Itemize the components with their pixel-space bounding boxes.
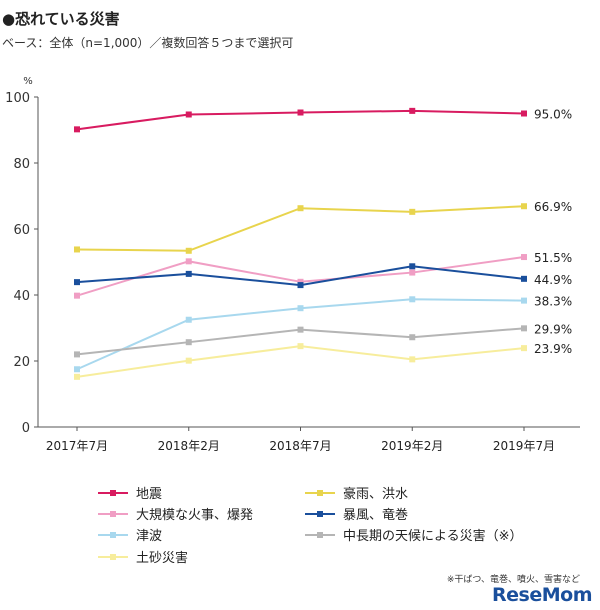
- data-point: [409, 334, 416, 341]
- data-point: [297, 282, 304, 289]
- end-value-label: 95.0%: [534, 108, 572, 122]
- legend-swatch-marker: [110, 490, 116, 496]
- data-point: [521, 203, 527, 210]
- legend-swatch-marker: [110, 511, 116, 517]
- data-point: [185, 357, 192, 364]
- data-point: [409, 356, 416, 363]
- y-unit-label: %: [23, 76, 33, 87]
- data-point: [297, 305, 304, 312]
- end-value-label: 51.5%: [534, 251, 572, 265]
- data-point: [185, 111, 192, 118]
- data-point: [74, 366, 80, 373]
- data-point: [521, 325, 527, 332]
- x-tick-label: 2019年7月: [493, 439, 555, 453]
- data-point: [185, 339, 192, 346]
- legend-swatch-marker: [317, 490, 323, 496]
- legend-label: 津波: [136, 529, 162, 544]
- data-point: [521, 275, 527, 282]
- end-value-label: 29.9%: [534, 322, 572, 336]
- data-point: [185, 270, 192, 277]
- legend-label: 暴風、竜巻: [343, 508, 408, 523]
- data-point: [74, 292, 80, 299]
- end-value-label: 66.9%: [534, 200, 572, 214]
- data-point: [297, 326, 304, 333]
- y-tick-label: 60: [13, 223, 30, 238]
- x-tick-label: 2018年7月: [269, 439, 331, 453]
- series-line-2: [76, 205, 525, 252]
- y-tick-label: 100: [5, 91, 30, 106]
- chart-title: ●恐れている災害: [2, 10, 120, 28]
- data-point: [521, 345, 527, 352]
- data-point: [409, 107, 416, 114]
- legend-label: 大規模な火事、爆発: [136, 508, 253, 523]
- data-point: [521, 297, 527, 304]
- end-value-label: 38.3%: [534, 295, 572, 309]
- data-point: [409, 263, 416, 270]
- legend-label: 土砂災害: [136, 550, 188, 566]
- data-point: [409, 296, 416, 303]
- data-point: [185, 258, 192, 265]
- legend-label: 地震: [136, 487, 162, 502]
- legend-swatch-marker: [317, 532, 323, 538]
- legend-label: 豪雨、洪水: [343, 486, 408, 502]
- x-tick-label: 2018年2月: [158, 439, 220, 453]
- data-point: [74, 246, 80, 253]
- legend-swatch-marker: [317, 511, 323, 517]
- y-tick-label: 80: [13, 157, 30, 172]
- data-point: [74, 351, 80, 358]
- resemom-logo: ReseMom: [492, 584, 592, 606]
- data-point: [74, 279, 80, 286]
- data-point: [297, 343, 304, 350]
- data-point: [185, 316, 192, 323]
- end-value-label: 23.9%: [534, 342, 572, 356]
- data-point: [521, 110, 527, 117]
- data-point: [521, 254, 527, 261]
- data-point: [409, 269, 416, 276]
- base-note: ベース：全体（n=1,000）／複数回答５つまで選択可: [2, 36, 294, 50]
- y-tick-label: 0: [22, 421, 30, 436]
- data-point: [74, 126, 80, 133]
- data-point: [409, 208, 416, 215]
- data-point: [297, 278, 304, 285]
- legend-label: 中長期の天候による災害（※）: [343, 528, 523, 544]
- data-point: [297, 109, 304, 116]
- y-tick-label: 20: [13, 355, 30, 370]
- end-value-label: 44.9%: [534, 273, 572, 287]
- data-point: [74, 373, 80, 380]
- data-point: [185, 247, 192, 254]
- legend-swatch-marker: [110, 532, 116, 538]
- series-line-7: [76, 345, 525, 378]
- x-tick-label: 2017年7月: [46, 439, 108, 453]
- legend-swatch-marker: [110, 554, 116, 560]
- x-tick-label: 2019年2月: [381, 439, 443, 453]
- footnote: ※干ばつ、竜巻、噴火、雪害など: [446, 575, 580, 585]
- data-point: [297, 205, 304, 212]
- y-tick-label: 40: [13, 289, 30, 304]
